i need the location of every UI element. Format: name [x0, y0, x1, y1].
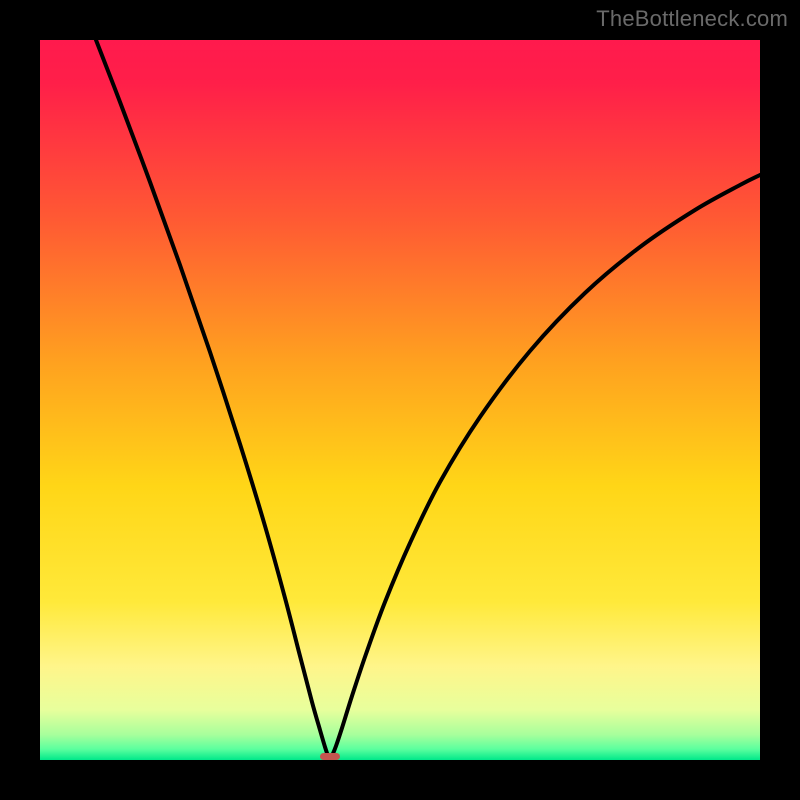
- watermark-text: TheBottleneck.com: [596, 6, 788, 32]
- chart-plot-area: [40, 40, 760, 760]
- chart-background-gradient: [40, 40, 760, 760]
